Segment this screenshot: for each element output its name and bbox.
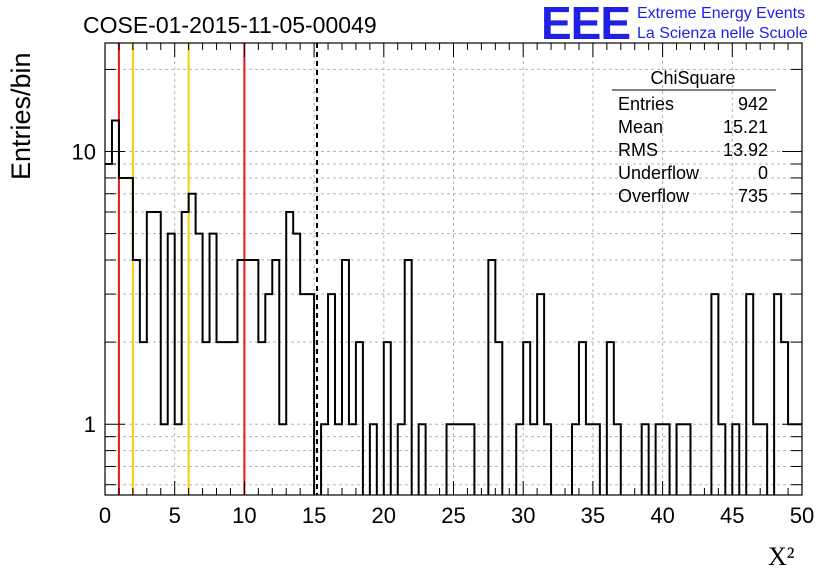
stats-label-entries: Entries [618, 94, 674, 114]
stats-value-underflow: 0 [758, 163, 768, 183]
stats-label-rms: RMS [618, 140, 658, 160]
stats-label-underflow: Underflow [618, 163, 700, 183]
marker-lines [117, 43, 319, 495]
stats-value-rms: 13.92 [723, 140, 768, 160]
histogram-outline [105, 119, 802, 495]
x-tick-label: 25 [441, 503, 465, 528]
x-tick-label: 50 [790, 503, 814, 528]
y-tick-label: 10 [72, 140, 96, 165]
axis-ticks [104, 43, 803, 495]
stats-value-mean: 15.21 [723, 117, 768, 137]
x-tick-label: 45 [720, 503, 744, 528]
stats-title: ChiSquare [650, 68, 735, 88]
x-tick-label: 20 [372, 503, 396, 528]
eee-logo: EEE Extreme Energy Events La Scienza nel… [541, 0, 808, 49]
chart-title: COSE-01-2015-11-05-00049 [83, 12, 377, 38]
stats-box: ChiSquare Entries 942 Mean 15.21 RMS 13.… [612, 68, 776, 206]
stats-label-overflow: Overflow [618, 186, 690, 206]
x-tick-label: 40 [650, 503, 674, 528]
logo-line1: Extreme Energy Events [637, 5, 805, 22]
logo-mark: EEE [541, 0, 630, 49]
x-tick-label: 10 [232, 503, 256, 528]
y-tick-labels: 1 10 [72, 140, 96, 438]
x-tick-label: 30 [511, 503, 535, 528]
y-axis-label: Entries/bin [6, 52, 36, 180]
x-tick-label: 15 [302, 503, 326, 528]
stats-label-mean: Mean [618, 117, 663, 137]
logo-line2: La Scienza nelle Scuole [637, 25, 808, 42]
stats-value-entries: 942 [738, 94, 768, 114]
y-tick-label: 1 [84, 412, 96, 437]
x-axis-label: X² [768, 542, 795, 571]
histogram-bins [105, 119, 802, 495]
x-tick-label: 5 [169, 503, 181, 528]
stats-value-overflow: 735 [738, 186, 768, 206]
x-tick-label: 0 [99, 503, 111, 528]
x-tick-labels: 0 5 10 15 20 25 30 35 40 45 50 [99, 503, 814, 528]
x-tick-label: 35 [581, 503, 605, 528]
